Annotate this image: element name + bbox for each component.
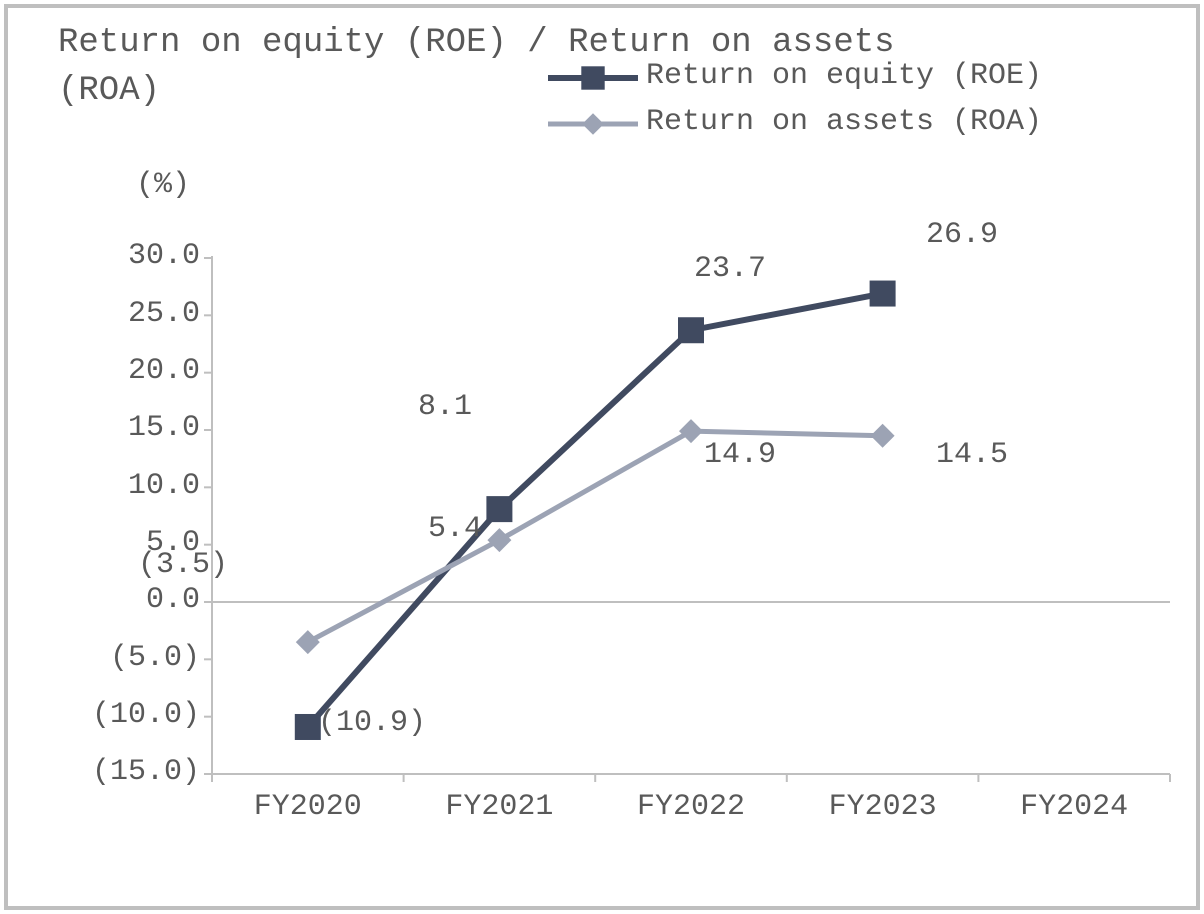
data-label: 5.4 [428, 512, 482, 546]
y-tick-label: (15.0) [92, 755, 200, 789]
y-tick-label: 10.0 [128, 469, 200, 503]
data-label: 14.5 [936, 438, 1008, 472]
x-tick-label: FY2020 [254, 790, 362, 824]
y-tick-label: 30.0 [128, 239, 200, 273]
x-tick-label: FY2021 [445, 790, 553, 824]
data-label: (10.9) [318, 706, 426, 740]
data-label: 8.1 [418, 390, 472, 424]
data-label: 14.9 [704, 438, 776, 472]
legend-label: Return on assets (ROA) [646, 105, 1042, 139]
y-tick-label: 25.0 [128, 297, 200, 331]
y-tick-label: 15.0 [128, 411, 200, 445]
x-tick-label: FY2022 [637, 790, 745, 824]
data-label: 26.9 [926, 218, 998, 252]
data-label: (3.5) [138, 548, 228, 582]
y-tick-label: 20.0 [128, 354, 200, 388]
legend-label: Return on equity (ROE) [646, 59, 1042, 93]
x-tick-label: FY2024 [1020, 790, 1128, 824]
x-tick-label: FY2023 [829, 790, 937, 824]
y-tick-label: (5.0) [110, 641, 200, 675]
data-label: 23.7 [694, 252, 766, 286]
y-tick-label: 0.0 [146, 583, 200, 617]
y-tick-label: (10.0) [92, 698, 200, 732]
